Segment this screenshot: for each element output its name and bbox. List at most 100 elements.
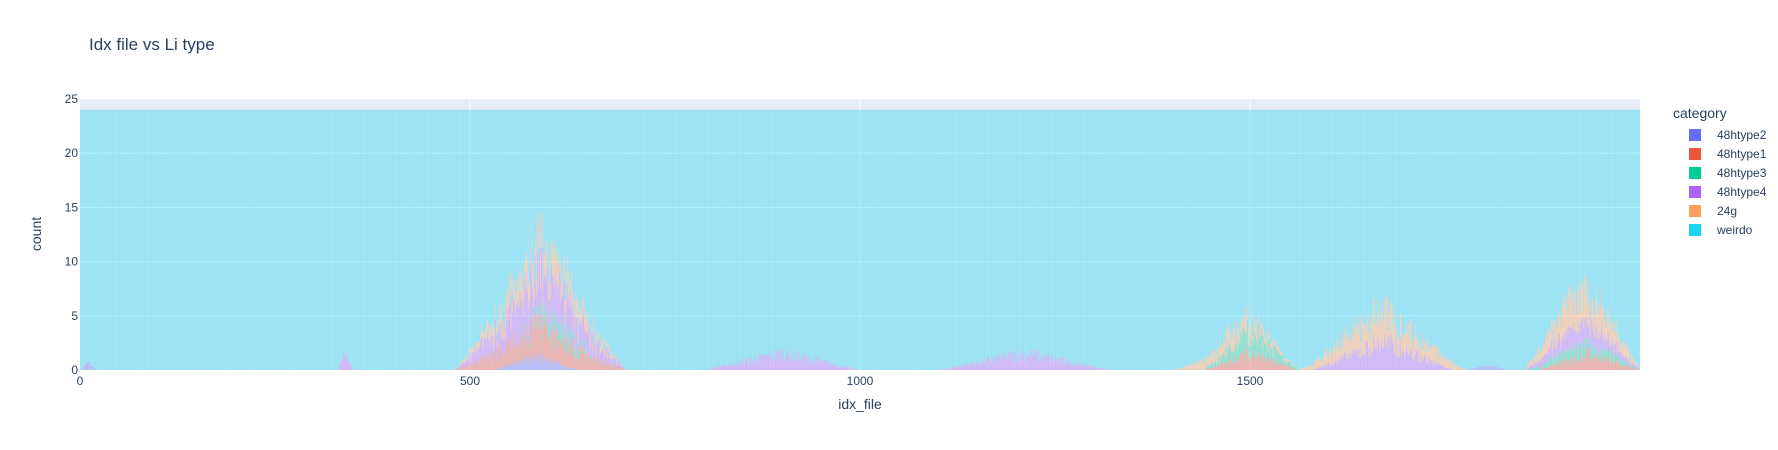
bar-segment [804,109,806,357]
bar-stack [226,109,228,370]
bar-segment [415,109,417,370]
bar-segment [772,357,774,370]
bar-segment [490,109,492,332]
bar-segment [561,109,563,283]
bar-stack [93,109,95,370]
bar-stack [681,109,683,370]
bar-stack [945,109,947,370]
bar-segment [1005,109,1007,354]
bar-stack [684,109,686,370]
bar-segment [644,109,646,370]
bar-segment [600,361,602,370]
bar-stack [1159,109,1161,370]
bar-segment [550,299,552,336]
bar-segment [322,109,324,370]
bar-segment [538,353,540,370]
bar-stack [1202,109,1204,370]
bar-segment [690,109,692,370]
bar-segment [718,367,720,370]
bar-segment [435,109,437,370]
bar-stack [441,109,443,370]
bar-segment [995,358,997,370]
bar-segment [1289,361,1291,367]
bar-segment [765,109,767,355]
bar-stack [87,109,89,370]
bar-segment [913,109,915,370]
bar-segment [505,109,507,295]
bar-segment [1255,321,1257,334]
bar-segment [551,263,553,313]
bar-stack [845,109,847,370]
bar-segment [1261,339,1263,349]
bar-stack [262,109,264,370]
bar-stack [117,109,119,370]
bar-segment [1305,109,1307,368]
bar-segment [1291,109,1293,365]
bar-segment [764,355,766,370]
bar-stack [377,109,379,370]
bar-segment [887,109,889,370]
bar-stack [589,109,591,370]
bar-stack [836,109,838,370]
bar-stack [1105,109,1107,370]
bar-segment [718,109,720,367]
bar-segment [764,354,766,370]
bar-stack [1200,109,1202,370]
bar-segment [689,109,691,370]
bar-segment [456,109,458,367]
bar-segment [1271,109,1273,343]
bar-segment [585,350,587,353]
bar-stack [1118,109,1120,370]
bar-segment [709,369,711,370]
bar-segment [572,355,574,368]
bar-segment [1207,368,1209,370]
bar-segment [1315,359,1317,369]
bar-segment [845,109,847,369]
bar-segment [114,109,116,370]
bar-stack [1221,109,1223,370]
bar-segment [604,354,606,365]
bar-segment [1023,352,1024,370]
bar-segment [492,346,494,363]
bar-segment [549,334,551,362]
bar-segment [543,318,545,330]
bar-stack [368,109,370,370]
bar-segment [1278,361,1280,370]
bar-stack [969,109,971,370]
bar-segment [717,109,719,367]
bar-segment [575,349,577,359]
bar-segment [1144,109,1146,370]
bar-segment [747,365,749,370]
bar-stack [991,109,993,370]
bar-segment [577,341,579,356]
bar-segment [753,109,755,361]
bar-segment [1272,365,1274,370]
bar-stack [894,109,896,370]
bar-segment [956,366,958,370]
bar-segment [1176,369,1178,370]
bar-segment [455,369,457,370]
bar-segment [996,109,998,354]
bar-segment [610,359,612,368]
bar-segment [1251,109,1253,307]
bar-stack [116,109,118,370]
bar-segment [83,109,85,367]
bar-segment [528,340,530,359]
bar-stack [629,109,631,370]
bar-segment [510,304,512,330]
bar-stack [924,109,926,370]
bar-segment [306,109,308,370]
bar-segment [601,364,603,370]
bar-stack [1327,109,1329,370]
bar-stack [1230,109,1232,370]
bar-stack [359,109,361,370]
bar-segment [1265,109,1267,330]
bar-segment [770,109,772,351]
bar-stack [264,109,266,370]
bar-stack [176,109,178,370]
bar-segment [402,109,404,370]
bar-stack [378,109,380,370]
bar-stack [767,109,769,370]
bar-stack [111,109,113,370]
bar-segment [572,367,574,370]
